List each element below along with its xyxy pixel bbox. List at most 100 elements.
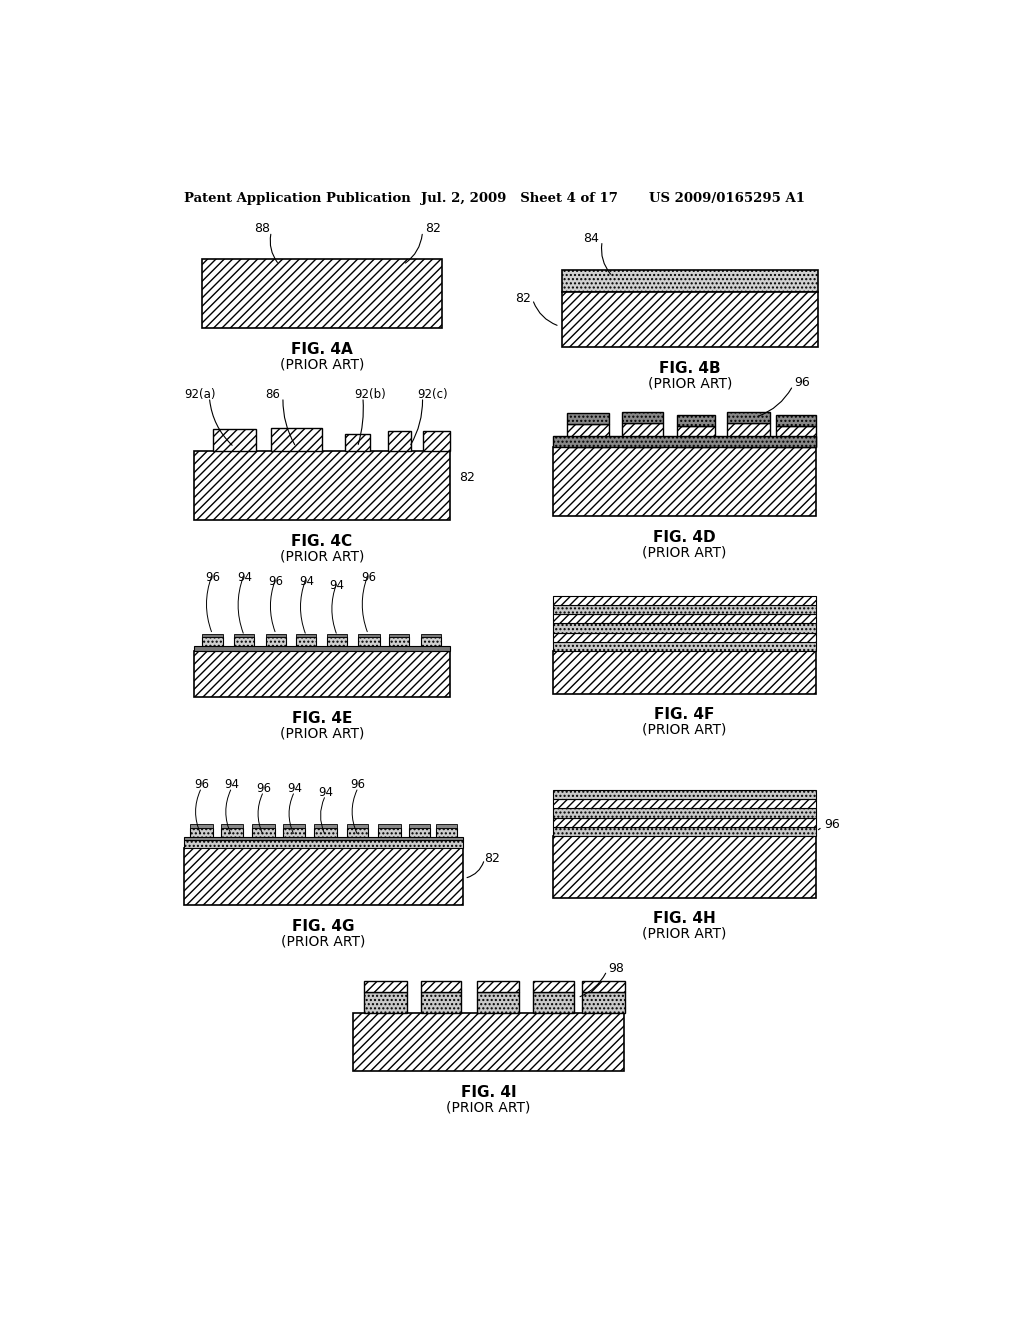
Text: 96: 96 xyxy=(795,376,810,389)
Text: (PRIOR ART): (PRIOR ART) xyxy=(280,726,364,741)
Bar xyxy=(776,414,816,425)
Text: 92(b): 92(b) xyxy=(354,388,386,401)
Text: 82: 82 xyxy=(484,853,500,865)
Bar xyxy=(271,428,322,451)
Bar xyxy=(435,824,458,828)
Bar xyxy=(389,635,410,638)
Text: (PRIOR ART): (PRIOR ART) xyxy=(282,935,366,949)
Bar xyxy=(213,429,256,451)
Bar xyxy=(194,451,450,520)
Bar xyxy=(202,635,223,638)
Text: 82: 82 xyxy=(515,292,531,305)
Text: (PRIOR ART): (PRIOR ART) xyxy=(280,358,364,371)
Bar xyxy=(378,828,400,840)
Text: 94: 94 xyxy=(237,572,252,585)
Bar xyxy=(194,651,450,697)
Bar xyxy=(553,614,816,623)
Bar xyxy=(252,824,275,828)
Bar xyxy=(553,642,816,651)
Bar xyxy=(358,635,380,638)
Bar xyxy=(553,789,816,799)
Bar xyxy=(553,437,816,447)
Bar xyxy=(296,635,316,638)
Bar xyxy=(553,595,816,605)
Bar xyxy=(234,635,254,638)
Text: US 2009/0165295 A1: US 2009/0165295 A1 xyxy=(649,191,805,205)
Bar xyxy=(553,651,816,693)
Bar xyxy=(252,828,275,840)
Text: (PRIOR ART): (PRIOR ART) xyxy=(642,545,727,560)
Text: 94: 94 xyxy=(318,785,333,799)
Bar xyxy=(314,824,337,828)
Text: 92(c): 92(c) xyxy=(417,388,447,401)
Text: FIG. 4D: FIG. 4D xyxy=(653,531,716,545)
Text: 92(a): 92(a) xyxy=(184,388,216,401)
Text: 86: 86 xyxy=(265,388,281,401)
Bar xyxy=(553,836,816,898)
Bar xyxy=(477,981,519,991)
Text: 96: 96 xyxy=(256,781,271,795)
Text: 96: 96 xyxy=(360,572,376,585)
Text: 96: 96 xyxy=(268,576,284,587)
Text: Jul. 2, 2009   Sheet 4 of 17: Jul. 2, 2009 Sheet 4 of 17 xyxy=(421,191,617,205)
Bar xyxy=(677,414,716,425)
Text: (PRIOR ART): (PRIOR ART) xyxy=(648,376,732,391)
Bar xyxy=(553,623,816,632)
Bar xyxy=(566,424,609,447)
Bar xyxy=(583,991,625,1014)
Text: FIG. 4I: FIG. 4I xyxy=(461,1085,516,1100)
Bar xyxy=(477,991,519,1014)
Bar xyxy=(221,828,243,840)
Text: 94: 94 xyxy=(330,579,345,591)
Bar xyxy=(553,817,816,826)
Bar xyxy=(623,412,663,422)
Bar xyxy=(183,840,463,847)
Bar xyxy=(388,430,411,451)
Text: FIG. 4B: FIG. 4B xyxy=(659,360,721,376)
Text: FIG. 4A: FIG. 4A xyxy=(291,342,352,356)
Text: 98: 98 xyxy=(608,962,625,975)
Bar xyxy=(194,645,450,651)
Text: 84: 84 xyxy=(584,231,599,244)
Bar xyxy=(553,799,816,808)
Bar xyxy=(183,847,463,906)
Bar xyxy=(435,828,458,840)
Bar xyxy=(346,828,369,840)
Bar xyxy=(296,638,316,651)
Bar xyxy=(623,422,663,447)
Text: FIG. 4G: FIG. 4G xyxy=(292,919,354,935)
Text: FIG. 4E: FIG. 4E xyxy=(292,711,352,726)
Text: FIG. 4C: FIG. 4C xyxy=(291,535,352,549)
Text: 96: 96 xyxy=(195,779,209,791)
Bar xyxy=(378,824,400,828)
Text: FIG. 4F: FIG. 4F xyxy=(654,708,715,722)
Text: (PRIOR ART): (PRIOR ART) xyxy=(446,1100,530,1114)
Bar xyxy=(409,828,430,840)
Text: 96: 96 xyxy=(824,818,840,832)
Bar xyxy=(266,635,286,638)
Bar xyxy=(421,991,461,1014)
Bar xyxy=(562,271,818,292)
Bar xyxy=(365,981,407,991)
Bar xyxy=(283,824,305,828)
Bar xyxy=(566,413,609,424)
Bar xyxy=(534,981,573,991)
Bar xyxy=(365,991,407,1014)
Text: (PRIOR ART): (PRIOR ART) xyxy=(642,927,727,941)
Bar xyxy=(553,826,816,836)
Bar xyxy=(328,635,347,638)
Bar xyxy=(183,837,463,840)
Text: 96: 96 xyxy=(205,572,220,585)
Text: 94: 94 xyxy=(287,781,302,795)
Bar xyxy=(345,434,370,451)
Bar xyxy=(202,638,223,651)
Text: 88: 88 xyxy=(254,222,270,235)
Text: Patent Application Publication: Patent Application Publication xyxy=(183,191,411,205)
Bar xyxy=(776,425,816,447)
Bar xyxy=(421,638,441,651)
Bar xyxy=(727,412,770,422)
Bar xyxy=(553,447,816,516)
Bar xyxy=(389,638,410,651)
Bar xyxy=(677,425,716,447)
Text: (PRIOR ART): (PRIOR ART) xyxy=(642,723,727,737)
